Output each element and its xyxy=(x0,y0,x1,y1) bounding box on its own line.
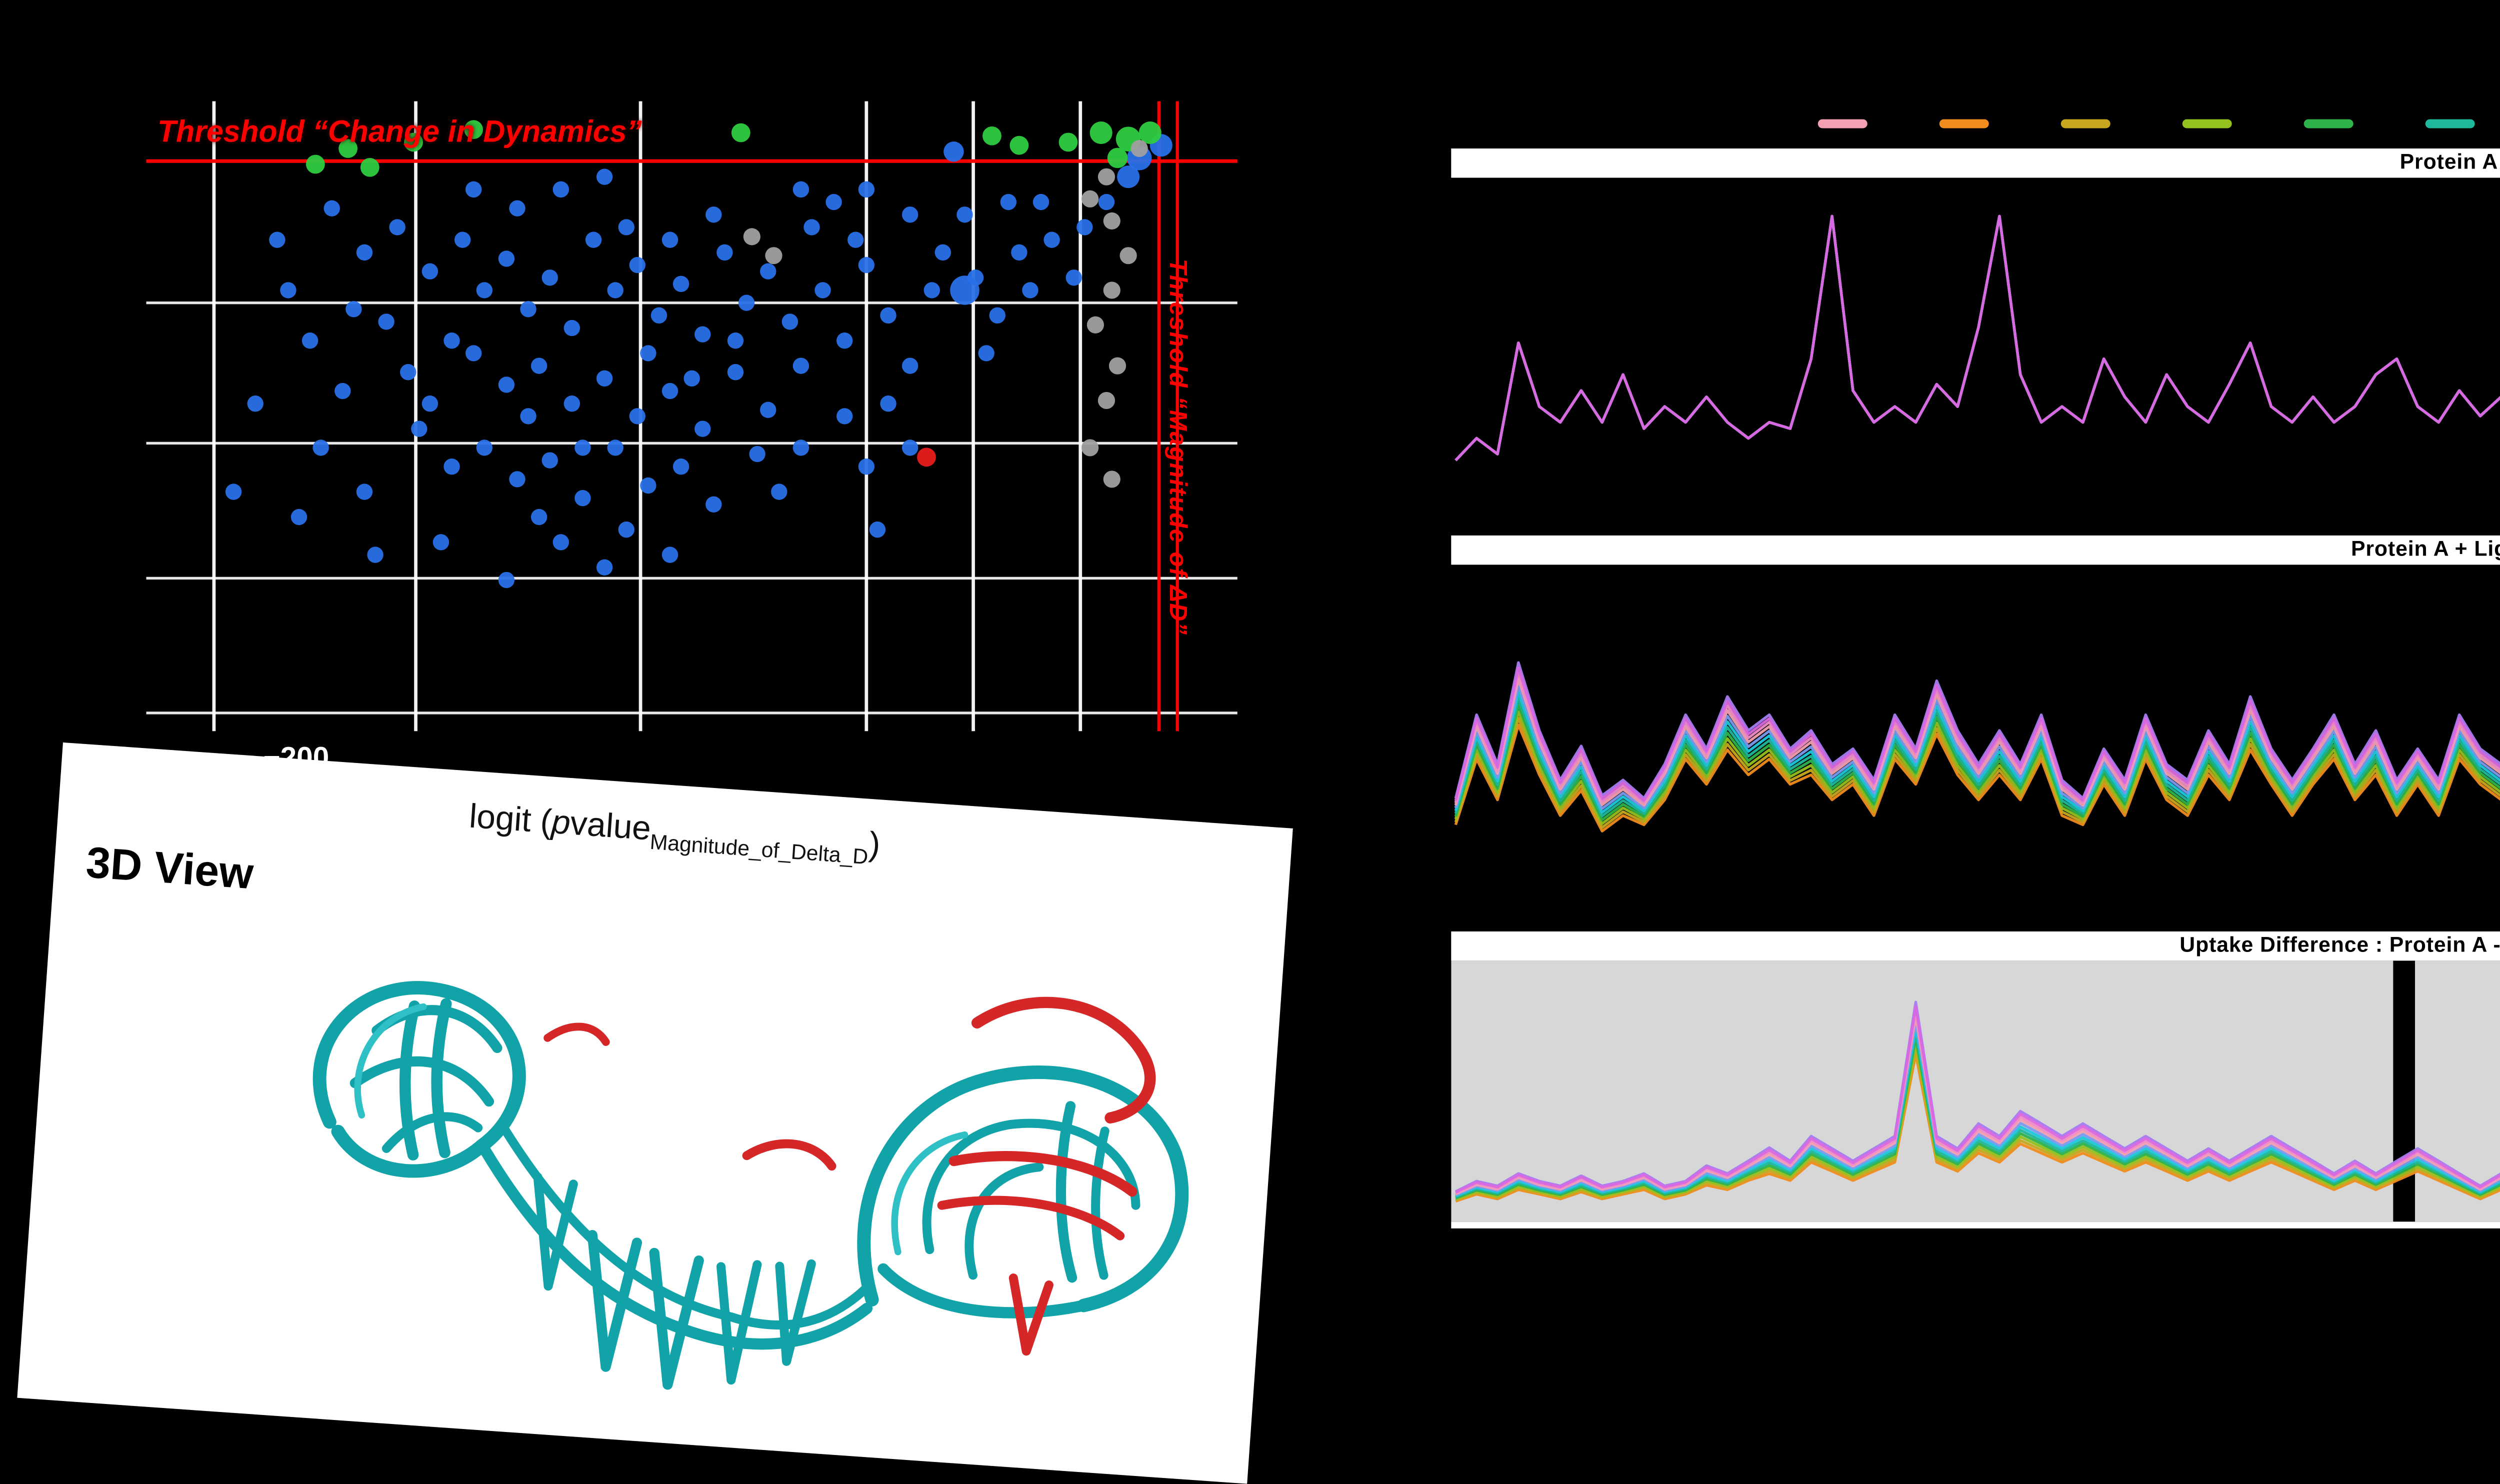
threshold-magnitude-label: Threshold “Magnitude of ΔD” xyxy=(1163,258,1190,636)
protein-a-ligand-chart[interactable] xyxy=(1451,564,2500,908)
protein-structure-viewer[interactable] xyxy=(58,880,1261,1466)
volcano-canvas[interactable] xyxy=(146,101,1238,732)
legend-swatch[interactable] xyxy=(2302,119,2352,128)
panel-title-protein-a: Protein A xyxy=(1451,148,2500,178)
panel-uptake-difference[interactable]: Uptake Difference : Protein A - (Protein… xyxy=(1451,931,2500,1228)
x-axis-label-sub: Magnitude_of_Delta_D xyxy=(649,830,869,871)
uptake-panels: Protein A Protein A + Ligand Uptake Diff… xyxy=(1451,0,2500,1359)
volcano-plot[interactable]: Threshold “Change in Dynamics” Threshold… xyxy=(146,101,1238,774)
legend-swatch[interactable] xyxy=(2060,119,2110,128)
threshold-dynamics-label: Threshold “Change in Dynamics” xyxy=(157,114,642,148)
protein-a-chart[interactable] xyxy=(1451,178,2500,526)
x-axis-label-post: ) xyxy=(868,826,882,865)
uptake-difference-chart[interactable] xyxy=(1451,960,2500,1222)
panel-title-uptake-difference: Uptake Difference : Protein A - (Protein… xyxy=(1451,931,2500,961)
panel-protein-a-ligand[interactable]: Protein A + Ligand xyxy=(1451,535,2500,909)
x-axis-label-mid: value xyxy=(569,805,652,849)
x-axis-label-pre: logit ( xyxy=(468,798,553,842)
red-ribbons xyxy=(544,996,1156,1356)
legend-swatch[interactable] xyxy=(1816,119,1866,128)
panel-title-protein-a-ligand: Protein A + Ligand xyxy=(1451,535,2500,565)
legend-swatch[interactable] xyxy=(2424,119,2474,128)
time-legend xyxy=(1451,117,2500,130)
legend-swatch[interactable] xyxy=(2181,119,2231,128)
hdx-dashboard: Threshold “Change in Dynamics” Threshold… xyxy=(17,0,2500,1484)
legend-swatch[interactable] xyxy=(1938,119,1988,128)
3d-view-card: logit (pvalueMagnitude_of_Delta_D) 3D Vi… xyxy=(17,742,1293,1484)
teal-ribbons xyxy=(312,981,1189,1390)
panel-protein-a[interactable]: Protein A xyxy=(1451,148,2500,526)
uptake-difference-plot-wrap xyxy=(1451,960,2500,1228)
